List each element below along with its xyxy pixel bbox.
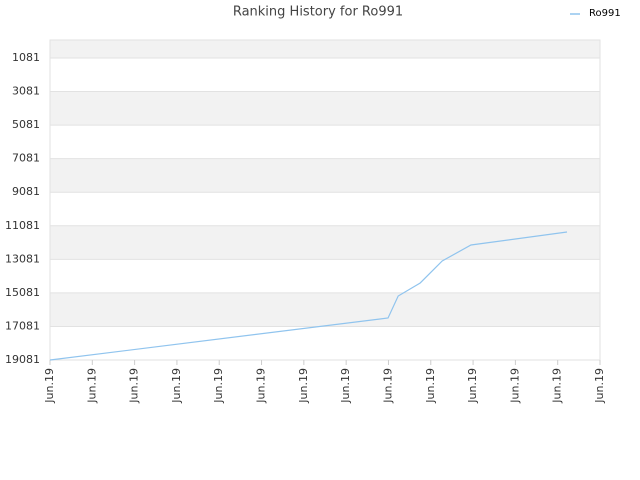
y-tick-label: 13081 [5, 252, 40, 265]
y-tick-label: 5081 [12, 118, 40, 131]
y-tick-label: 3081 [12, 85, 40, 98]
y-tick-label: 19081 [5, 353, 40, 366]
grid-band [50, 158, 600, 193]
x-tick-label: Jun.19 [212, 368, 225, 404]
chart-title: Ranking History for Ro991 [233, 5, 403, 20]
x-tick-label: Jun.19 [551, 368, 564, 404]
y-tick-label: 9081 [12, 185, 40, 198]
x-tick-label: Jun.19 [508, 368, 521, 404]
x-tick-label: Jun.19 [339, 368, 352, 404]
grid-band [50, 91, 600, 126]
x-tick-label: Jun.19 [170, 368, 183, 404]
legend-label: Ro991 [589, 8, 621, 19]
grid-band [50, 292, 600, 327]
x-tick-label: Jun.19 [297, 368, 310, 404]
y-tick-label: 1081 [12, 51, 40, 64]
x-tick-label: Jun.19 [128, 368, 141, 404]
x-tick-label: Jun.19 [593, 368, 606, 404]
x-tick-label: Jun.19 [466, 368, 479, 404]
x-tick-label: Jun.19 [255, 368, 268, 404]
series-line [49, 231, 568, 361]
x-tick-label: Jun.19 [85, 368, 98, 404]
y-tick-label: 15081 [5, 286, 40, 299]
y-tick-label: 17081 [5, 319, 40, 332]
x-tick-label: Jun.19 [381, 368, 394, 404]
x-tick-label: Jun.19 [424, 368, 437, 404]
y-tick-label: 7081 [12, 152, 40, 165]
plot-border [49, 39, 601, 361]
y-tick-label: 11081 [5, 219, 40, 232]
grid-band [50, 40, 600, 58]
grid-band [50, 225, 600, 260]
x-tick-label: Jun.19 [43, 368, 56, 404]
